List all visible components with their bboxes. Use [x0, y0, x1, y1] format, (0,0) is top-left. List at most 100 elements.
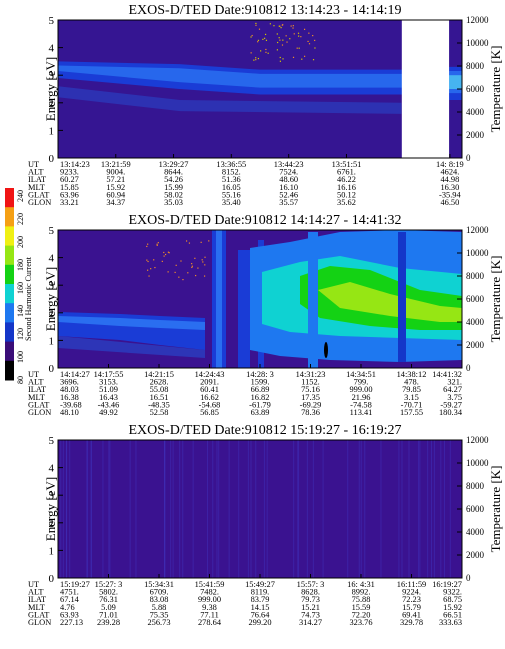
orbit-cell: 9004.: [106, 168, 125, 177]
orbit-cell: 44.98: [440, 175, 459, 184]
colorbar-tick-label: 80: [16, 376, 25, 384]
orbit-cell: 77.11: [200, 610, 219, 619]
streak: [312, 440, 314, 578]
orbit-cell: -74.58: [350, 400, 372, 409]
orbit-cell: 35.40: [222, 198, 241, 207]
speckle: [175, 264, 177, 266]
orbit-cell: 60.41: [200, 385, 219, 394]
orbit-cell: 83.79: [251, 595, 270, 604]
streak: [398, 440, 400, 578]
speckle: [257, 41, 259, 43]
orbit-cell: 227.13: [60, 618, 83, 627]
speckle: [146, 259, 148, 261]
orbit-cell: 9.38: [202, 603, 217, 612]
colorbar-swatch: [5, 303, 14, 323]
streak: [347, 440, 349, 578]
orbit-cell: 72.23: [402, 595, 421, 604]
streak: [192, 440, 194, 578]
colorbar-swatch: [5, 341, 14, 362]
orbit-cell: 58.02: [164, 190, 183, 199]
speckle: [255, 24, 257, 26]
orbit-cell: 278.64: [198, 618, 222, 627]
y-tick-label: 1: [49, 125, 55, 137]
orbit-cell: 9233.: [60, 168, 79, 177]
orbit-cell: 63.89: [251, 408, 270, 417]
orbit-cell: 13:36:55: [216, 160, 246, 169]
orbit-cell: 999.00: [198, 595, 221, 604]
y2-tick-label: 12000: [466, 435, 489, 445]
y2-tick-label: 6000: [466, 84, 485, 94]
orbit-cell: 16:19:27: [432, 580, 462, 589]
orbit-cell: 60.94: [106, 190, 126, 199]
orbit-row-label: ILAT: [28, 385, 46, 394]
speckle: [251, 34, 253, 37]
orbit-cell: 83.08: [150, 595, 169, 604]
y2-tick-label: 4000: [466, 317, 485, 327]
panel-3-ylabel: Energy [eV]: [43, 477, 58, 541]
orbit-row-label: GLAT: [28, 610, 49, 619]
speckle: [164, 253, 167, 256]
orbit-cell: 15.92: [106, 183, 125, 192]
streak: [69, 440, 71, 578]
orbit-cell: 15.85: [60, 183, 79, 192]
orbit-cell: 5802.: [99, 588, 118, 597]
speckle: [314, 47, 316, 49]
colorbar-swatch: [5, 264, 14, 285]
streak: [86, 440, 88, 578]
orbit-cell: 51.36: [222, 175, 241, 184]
panel-2-ylabel: Energy [eV]: [43, 267, 58, 331]
orbit-cell: 78.36: [301, 408, 320, 417]
orbit-cell: 1152.: [301, 378, 320, 387]
y2-tick-label: 2000: [466, 130, 485, 140]
orbit-row-label: ALT: [28, 168, 44, 177]
orbit-cell: 79.73: [301, 595, 320, 604]
orbit-row-label: UT: [28, 160, 39, 169]
speckle: [290, 25, 292, 27]
speckle: [188, 242, 191, 244]
speckle: [257, 57, 260, 60]
speckle: [264, 33, 267, 36]
panel-1: EXOS-D/TED Date:910812 13:14:23 - 14:14:…: [28, 3, 503, 207]
speckle: [250, 52, 252, 54]
streak: [360, 440, 362, 578]
orbit-cell: 8992.: [352, 588, 371, 597]
orbit-cell: 7482.: [200, 588, 219, 597]
orbit-cell: 329.78: [400, 618, 423, 627]
speckle: [253, 59, 255, 61]
orbit-cell: 14: 8:19: [436, 160, 464, 169]
panel-2-spike-3: [238, 250, 250, 368]
orbit-cell: -39.68: [60, 400, 82, 409]
streak: [182, 440, 184, 578]
streak: [62, 440, 64, 578]
orbit-cell: 74.73: [301, 610, 320, 619]
y-tick-label: 5: [49, 15, 55, 27]
orbit-cell: 15.21: [301, 603, 320, 612]
orbit-cell: -43.46: [98, 400, 120, 409]
speckle: [279, 60, 281, 62]
orbit-cell: 35.62: [337, 198, 356, 207]
speckle: [276, 49, 278, 51]
streak: [216, 440, 218, 578]
orbit-row-label: MLT: [28, 183, 45, 192]
streak: [443, 440, 445, 578]
orbit-cell: 14:34:51: [346, 370, 376, 379]
speckle: [293, 33, 295, 35]
y2-tick-label: 6000: [466, 504, 485, 514]
speckle: [265, 48, 267, 51]
speckle: [156, 243, 158, 245]
orbit-cell: 9322.: [443, 588, 462, 597]
orbit-row-label: ILAT: [28, 175, 46, 184]
orbit-cell: 6761.: [337, 168, 356, 177]
speckle: [289, 38, 291, 40]
orbit-cell: 2628.: [150, 378, 169, 387]
y-tick-label: 0: [49, 153, 55, 165]
orbit-row-label: UT: [28, 580, 39, 589]
orbit-cell: 15:57: 3: [297, 580, 325, 589]
panel-1-axes: 0 1 2 3 4 5 0 2000 4000 6000 8000 10000 12000: [49, 15, 490, 165]
colorbar-swatch: [5, 360, 14, 381]
colorbar-swatches: [5, 188, 14, 381]
speckle: [258, 28, 261, 30]
orbit-cell: 16.10: [279, 183, 298, 192]
panel-2-spectrogram: [58, 230, 462, 368]
